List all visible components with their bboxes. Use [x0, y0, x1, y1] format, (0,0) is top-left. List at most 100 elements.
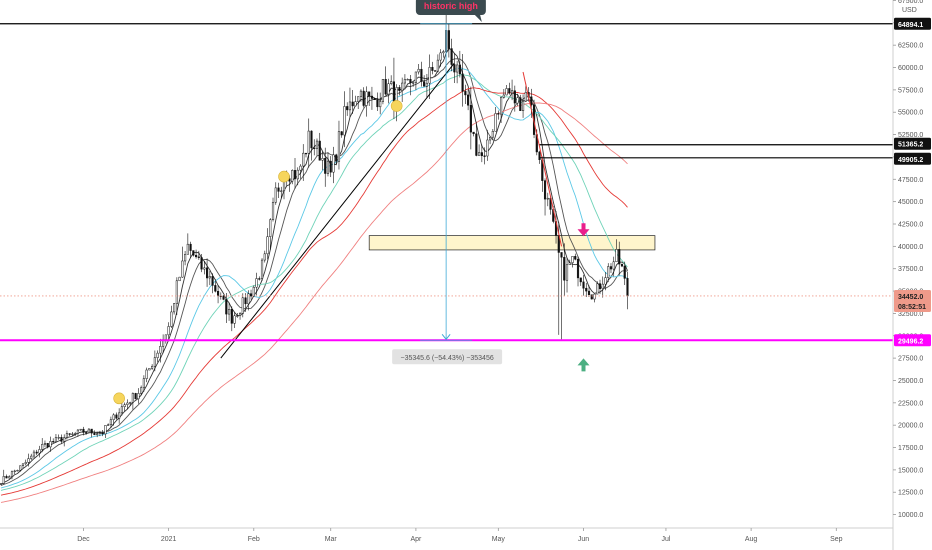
y-tick-label: 67500.0 — [898, 0, 923, 5]
candle-body — [373, 98, 376, 101]
candle-body — [227, 308, 231, 315]
level-tag-3 — [894, 152, 931, 165]
candle-body — [521, 100, 525, 111]
y-tick-label: 57500.0 — [898, 87, 923, 94]
candle-body — [54, 437, 58, 443]
candle-body — [370, 95, 374, 99]
candle-body — [403, 79, 406, 84]
candle-body — [293, 170, 297, 180]
candle-body — [181, 260, 184, 278]
candle-body — [65, 433, 69, 438]
candle-body — [74, 433, 77, 435]
candle-body — [491, 131, 494, 138]
candle-body — [425, 82, 428, 87]
candle-body — [8, 476, 11, 479]
candle-body — [340, 131, 343, 136]
candle-body — [469, 105, 472, 133]
candle-body — [184, 254, 187, 262]
candle-body — [412, 82, 415, 84]
candle-body — [85, 432, 88, 434]
y-tick-label: 17500.0 — [898, 445, 923, 452]
candle-body — [258, 278, 261, 280]
x-tick-label: Mar — [325, 536, 338, 543]
candle-body — [456, 64, 459, 73]
candle-body — [436, 59, 439, 72]
candle-body — [332, 154, 335, 173]
candle-body — [164, 334, 167, 340]
candle-body — [467, 94, 470, 106]
candle-body — [428, 67, 431, 84]
y-tick-label: 20000.0 — [898, 423, 923, 430]
candle-body — [568, 262, 571, 266]
candle-body — [497, 113, 500, 115]
candle-body — [563, 256, 566, 281]
y-tick-label: 32500.0 — [898, 311, 923, 318]
candle-body — [244, 297, 247, 305]
y-tick-label: 15000.0 — [898, 467, 923, 474]
candle-body — [269, 219, 272, 237]
candle-body — [585, 287, 588, 292]
candle-body — [596, 283, 599, 295]
level-tag-label: 64894.1 — [898, 22, 923, 29]
candle-body — [189, 243, 192, 251]
candle-body — [38, 449, 41, 454]
candle-body — [24, 462, 27, 465]
candle-body — [178, 276, 181, 282]
candle-body — [186, 243, 189, 255]
candle-body — [225, 299, 228, 315]
candle-body — [10, 471, 14, 477]
y-tick-label: 47500.0 — [898, 177, 923, 184]
candle-body — [593, 293, 596, 300]
candle-body — [582, 281, 585, 289]
candle-body — [453, 64, 456, 73]
candle-body — [390, 81, 393, 84]
candle-body — [447, 30, 450, 49]
level-tag-1 — [894, 17, 931, 30]
candle-body — [280, 190, 283, 192]
candle-body — [302, 152, 305, 167]
candle-body — [52, 441, 55, 443]
y-tick-label: 45000.0 — [898, 199, 923, 206]
x-tick-label: Apr — [410, 536, 422, 543]
candle-body — [90, 428, 93, 434]
candle-body — [414, 71, 417, 83]
up-arrow-icon — [577, 358, 590, 372]
candle-body — [277, 187, 280, 192]
y-tick-label: 37500.0 — [898, 266, 923, 273]
level-tag-4 — [894, 334, 931, 347]
candle-body — [576, 259, 580, 279]
down-arrow-icon — [577, 223, 590, 237]
candle-body — [516, 97, 519, 104]
candle-body — [203, 267, 206, 270]
candle-body — [233, 315, 236, 324]
candle-body — [510, 90, 514, 94]
candle-body — [346, 106, 349, 111]
candle-body — [543, 180, 547, 200]
candle-body — [156, 352, 159, 358]
candle-body — [112, 414, 115, 420]
candle-body — [82, 428, 85, 433]
candle-body — [607, 266, 610, 278]
x-tick-label: Jun — [578, 536, 589, 543]
candle-body — [598, 283, 602, 290]
candle-body — [318, 140, 321, 161]
candle-body — [260, 259, 264, 279]
candle-body — [126, 402, 129, 405]
consolidation-zone — [368, 235, 656, 251]
candle-body — [458, 64, 461, 75]
moving-average-80 — [0, 102, 628, 503]
last-price-countdown: 08:52:51 — [898, 304, 926, 311]
candle-body — [329, 160, 332, 173]
candle-body — [236, 315, 239, 317]
moving-average-30 — [0, 74, 628, 491]
candle-body — [216, 290, 220, 297]
measure-label-box — [392, 349, 503, 365]
candle-body — [475, 133, 478, 156]
candle-body — [618, 249, 621, 265]
candle-body — [238, 313, 242, 316]
price-tags: 64894.1 51365.2 49905.2 29496.2 34452.0 08:52… — [894, 17, 931, 347]
candle-body — [0, 483, 3, 485]
candle-body — [335, 154, 338, 162]
